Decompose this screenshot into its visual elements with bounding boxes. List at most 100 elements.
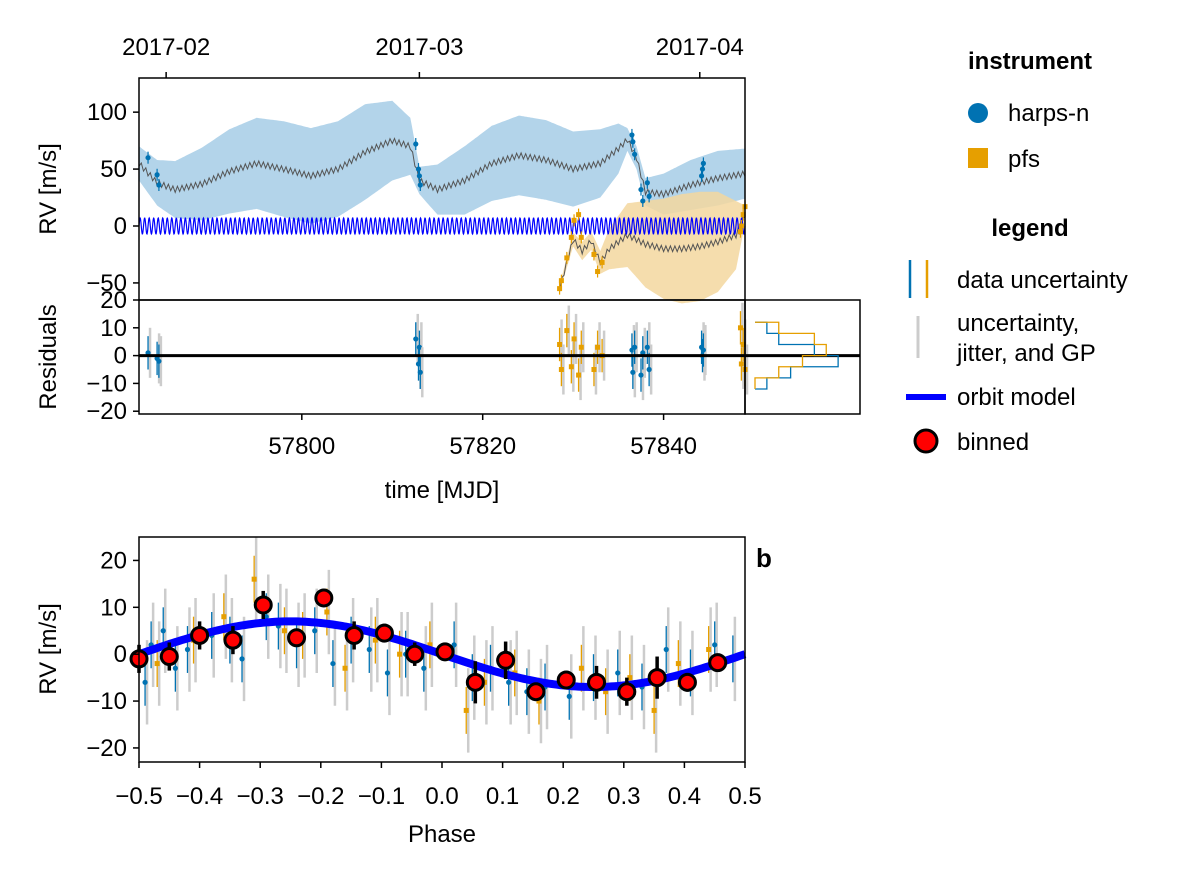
pfs-phase-point: [221, 614, 227, 620]
residuals-ylabel: Residuals: [35, 304, 62, 409]
harps-n-point: [699, 166, 706, 172]
gp-band-0: [139, 100, 745, 224]
gp-band-1: [559, 191, 745, 304]
pfs-phase-point: [578, 665, 584, 671]
harps-n-residual-point: [413, 336, 419, 342]
date-axis-ticks: 2017-02 2017-03 2017-04: [122, 34, 744, 78]
harps-n-phase-point: [451, 642, 457, 648]
gp-mean-line-1: [559, 216, 746, 292]
harps-n-residual-point: [630, 369, 636, 375]
pfs-phase-point: [463, 707, 469, 713]
binned-point: [496, 650, 516, 670]
legend-binned: binned: [957, 429, 1029, 456]
pfs-point: [558, 278, 564, 284]
xtick-label: −0.1: [358, 783, 405, 810]
xtick-label: 57800: [268, 433, 335, 460]
harps-n-point: [698, 173, 705, 179]
binned-point: [647, 668, 667, 688]
harps-n-phase-point: [366, 646, 372, 653]
ytick-label: −10: [86, 688, 127, 715]
harps-n-phase-point: [160, 628, 166, 634]
binned-point: [405, 644, 425, 664]
pfs-point: [557, 286, 563, 292]
pfs-residual-point: [576, 372, 582, 378]
ytick-label: 20: [100, 287, 127, 314]
xtick-label: −0.4: [176, 783, 223, 810]
pfs-point: [740, 212, 746, 218]
harps-n-point: [630, 139, 636, 145]
pfs-phase-point: [372, 637, 378, 643]
pfs-residual-point: [564, 328, 570, 334]
gp-mean-line-0: [138, 137, 746, 199]
harps-n-point: [646, 193, 652, 199]
rv-time-ylabel: RV [m/s]: [35, 143, 62, 235]
phase-xlabel: Phase: [408, 821, 476, 848]
pfs-histogram: [754, 321, 827, 389]
rv-time-panel: −50 0 50 100 2017-02 2017-03 2017-04 RV [m/s]: [35, 34, 748, 304]
binned-point: [435, 642, 455, 662]
harps-n-point: [638, 186, 644, 193]
pfs-point: [568, 234, 574, 240]
harps-n-phase-point: [712, 642, 718, 648]
pfs-residual-point: [568, 364, 574, 370]
pfs-point: [576, 212, 582, 218]
ytick-label: −20: [86, 735, 127, 762]
binned-point: [287, 628, 307, 648]
legend-pfs: pfs: [1008, 146, 1040, 173]
binned-point: [526, 682, 546, 702]
ytick-label: −50: [86, 270, 127, 297]
xtick-label: 0.0: [425, 783, 458, 810]
harps-n-phase-point: [421, 665, 427, 671]
binned-point: [617, 682, 637, 702]
histogram-layer: [754, 321, 839, 390]
xtick-label: 0.2: [547, 783, 580, 810]
harps-n-phase-point: [566, 693, 572, 699]
pfs-point: [591, 251, 597, 257]
binned-point: [556, 670, 576, 690]
harps-n-residual-point: [700, 347, 706, 353]
binned-point: [708, 653, 728, 673]
pfs-phase-point: [536, 698, 542, 704]
harps-n-phase-point: [506, 679, 512, 685]
harps-n-point: [145, 155, 151, 161]
harps-n-point: [154, 172, 160, 178]
harps-n-phase-point: [663, 646, 669, 653]
pfs-phase-point: [397, 651, 403, 657]
pfs-phase-point: [154, 661, 160, 667]
orbit-model-time-line: [138, 216, 746, 236]
binned-point: [314, 588, 334, 608]
binned-points-layer: [129, 588, 728, 706]
rv-time-yticks: −50 0 50 100: [86, 99, 139, 297]
pfs-point: [571, 217, 577, 223]
date-tick-label: 2017-04: [656, 34, 744, 61]
pfs-residual-point: [591, 367, 597, 373]
legend-data-uncertainty: data uncertainty: [957, 267, 1128, 294]
binned-point: [374, 623, 394, 643]
pfs-phase-point: [342, 665, 348, 671]
time-xticks: 57800 57820 57840: [268, 414, 697, 460]
harps-n-residual-point: [417, 369, 423, 375]
pfs-residual-point: [557, 341, 563, 347]
xtick-label: 57840: [630, 433, 697, 460]
binned-point: [190, 625, 210, 645]
harps-n-residual-point: [156, 358, 162, 364]
ytick-label: 0: [114, 641, 127, 668]
ytick-label: −10: [86, 370, 127, 397]
harps-n-phase-point: [239, 656, 245, 662]
pfs-phase-point: [675, 661, 681, 667]
binned-point: [587, 672, 607, 692]
xtick-label: −0.3: [237, 783, 284, 810]
date-tick-label: 2017-02: [122, 34, 210, 61]
pfs-residual-point: [740, 341, 746, 347]
panel-label-b: b: [756, 543, 772, 573]
ytick-label: 20: [100, 547, 127, 574]
harps-n-residual-point: [416, 344, 422, 350]
legend-harps-n: harps-n: [1008, 100, 1089, 127]
phase-xticks: −0.5 −0.4 −0.3 −0.2 −0.1 0.0 0.1 0.2 0.3 0.4 0.5: [115, 762, 762, 810]
pfs-point: [578, 234, 584, 240]
phase-yticks: −20 −10 0 10 20: [86, 547, 139, 762]
ytick-label: 100: [87, 99, 127, 126]
